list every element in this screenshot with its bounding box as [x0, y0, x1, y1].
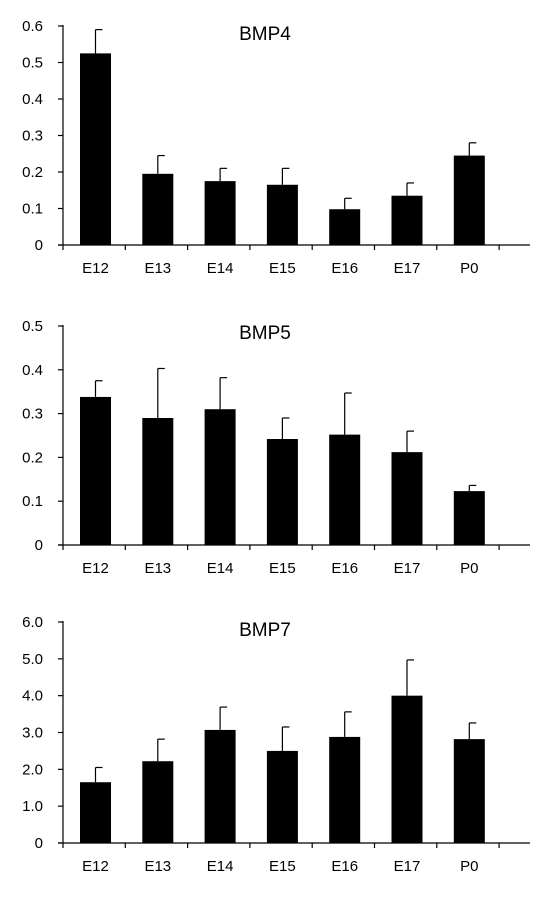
y-tick-label: 6.0 [22, 614, 43, 631]
y-tick-label: 0.5 [22, 318, 43, 335]
bar [204, 729, 236, 843]
bar [391, 695, 423, 843]
x-tick-label: E12 [82, 560, 109, 577]
y-tick-label: 0.1 [22, 201, 43, 218]
x-tick-label: P0 [460, 858, 478, 875]
bar [453, 739, 485, 843]
y-tick-label: 5.0 [22, 651, 43, 668]
chart-title: BMP5 [239, 323, 291, 344]
bmp5-chart: BMP5 0 0.1 0.2 0.3 0.4 0.5 E12 E13 E14 E15 E16 E17 P0 [22, 318, 530, 577]
bar [391, 452, 423, 545]
x-tick-label: E15 [269, 260, 296, 277]
x-tick-label: E16 [331, 858, 358, 875]
x-tick-label: E14 [207, 560, 234, 577]
bar [453, 491, 485, 545]
y-tick-label: 4.0 [22, 688, 43, 705]
bar [329, 434, 361, 545]
bar [80, 396, 111, 545]
bar [142, 417, 174, 545]
x-tick-label: P0 [460, 560, 478, 577]
x-tick-label: E13 [144, 858, 171, 875]
y-tick-label: 0.5 [22, 55, 43, 72]
bar [80, 782, 111, 843]
bar [80, 53, 111, 245]
bar [453, 155, 485, 245]
y-tick-label: 0.4 [22, 91, 43, 108]
y-tick-label: 0 [35, 835, 43, 852]
bar [266, 184, 298, 245]
x-tick-label: E13 [144, 560, 171, 577]
x-tick-label: E13 [144, 260, 171, 277]
x-tick-label: E17 [394, 260, 421, 277]
x-tick-label: E12 [82, 260, 109, 277]
bar [204, 181, 236, 245]
bar [204, 409, 236, 545]
chart-title: BMP4 [239, 24, 291, 45]
y-tick-label: 0.2 [22, 164, 43, 181]
x-tick-label: E17 [394, 858, 421, 875]
y-tick-label: 1.0 [22, 798, 43, 815]
y-tick-label: 0.4 [22, 362, 43, 379]
bar [329, 736, 361, 843]
y-tick-label: 0.3 [22, 406, 43, 423]
x-tick-label: E16 [331, 560, 358, 577]
y-tick-label: 0 [35, 537, 43, 554]
x-tick-label: E17 [394, 560, 421, 577]
bar [391, 195, 423, 245]
x-tick-label: E15 [269, 858, 296, 875]
y-tick-label: 0.6 [22, 18, 43, 35]
y-tick-label: 3.0 [22, 725, 43, 742]
bar [142, 173, 174, 245]
bar [266, 750, 298, 843]
bar [266, 439, 298, 545]
chart-title: BMP7 [239, 620, 291, 641]
bmp7-chart: BMP7 0 1.0 2.0 3.0 4.0 5.0 6.0 E12 E13 E14 E15 E16 E1… [22, 614, 530, 875]
bar [329, 209, 361, 245]
y-tick-label: 2.0 [22, 761, 43, 778]
y-tick-label: 0.2 [22, 449, 43, 466]
x-tick-label: E14 [207, 260, 234, 277]
x-tick-label: E12 [82, 858, 109, 875]
x-tick-label: P0 [460, 260, 478, 277]
y-tick-label: 0.1 [22, 493, 43, 510]
y-tick-label: 0.3 [22, 128, 43, 145]
bmp4-chart: BMP4 0 0.1 0.2 0.3 0.4 0.5 0.6 E12 E13 E14 E15 E16 E1… [22, 18, 530, 277]
x-tick-label: E16 [331, 260, 358, 277]
bar [142, 761, 174, 843]
x-tick-label: E15 [269, 560, 296, 577]
x-tick-label: E14 [207, 858, 234, 875]
y-tick-label: 0 [35, 237, 43, 254]
